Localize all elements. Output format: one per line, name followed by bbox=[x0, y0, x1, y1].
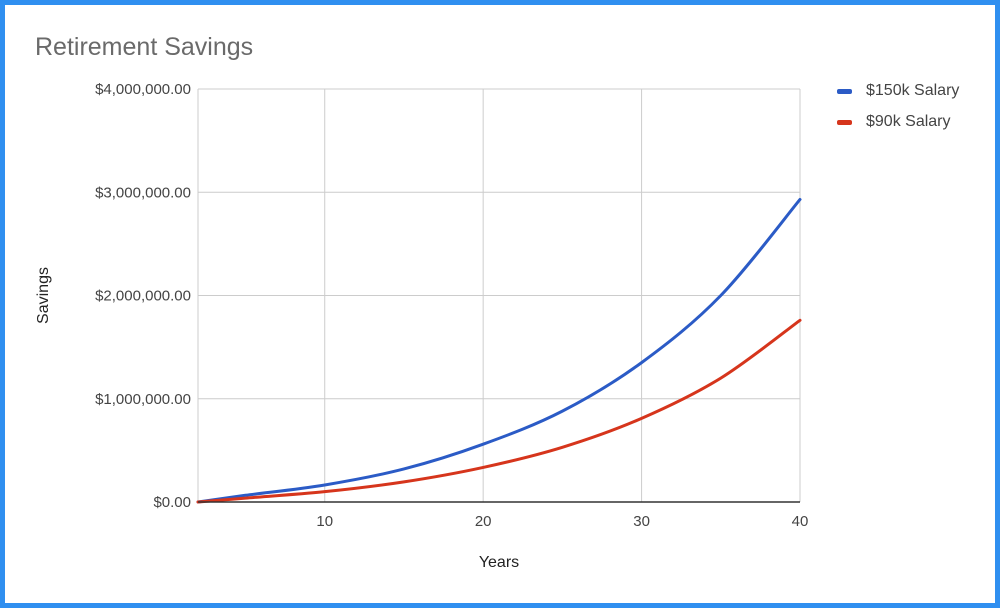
x-axis-label: Years bbox=[479, 554, 519, 571]
x-tick-label: 10 bbox=[316, 513, 333, 530]
chart-title: Retirement Savings bbox=[35, 33, 254, 61]
y-tick-label: $1,000,000.00 bbox=[95, 391, 191, 408]
y-tick-label: $3,000,000.00 bbox=[95, 184, 191, 201]
y-tick-label: $0.00 bbox=[153, 494, 191, 511]
series-line-0 bbox=[196, 197, 802, 504]
line-chart: $0.00 $1,000,000.00 $2,000,000.00 $3,000,00… bbox=[35, 81, 809, 571]
legend-label: $90k Salary bbox=[866, 113, 951, 130]
x-tick-label: 30 bbox=[633, 513, 650, 530]
y-axis-label: Savings bbox=[35, 267, 52, 324]
legend-swatch bbox=[837, 119, 852, 125]
legend-item: $150k Salary bbox=[837, 81, 959, 101]
x-tick-label: 40 bbox=[792, 513, 809, 530]
legend-label: $150k Salary bbox=[866, 82, 960, 99]
legend-swatch bbox=[837, 88, 852, 94]
y-tick-label: $2,000,000.00 bbox=[95, 288, 191, 305]
legend-item: $90k Salary bbox=[837, 112, 959, 132]
chart-frame: Retirement Savings $0.00 $1,000,000.00 $2,… bbox=[5, 5, 995, 603]
x-tick-label: 20 bbox=[475, 513, 492, 530]
chart-legend: $150k Salary $90k Salary bbox=[837, 81, 959, 143]
y-tick-label: $4,000,000.00 bbox=[95, 81, 191, 98]
series-line-1 bbox=[196, 318, 802, 504]
